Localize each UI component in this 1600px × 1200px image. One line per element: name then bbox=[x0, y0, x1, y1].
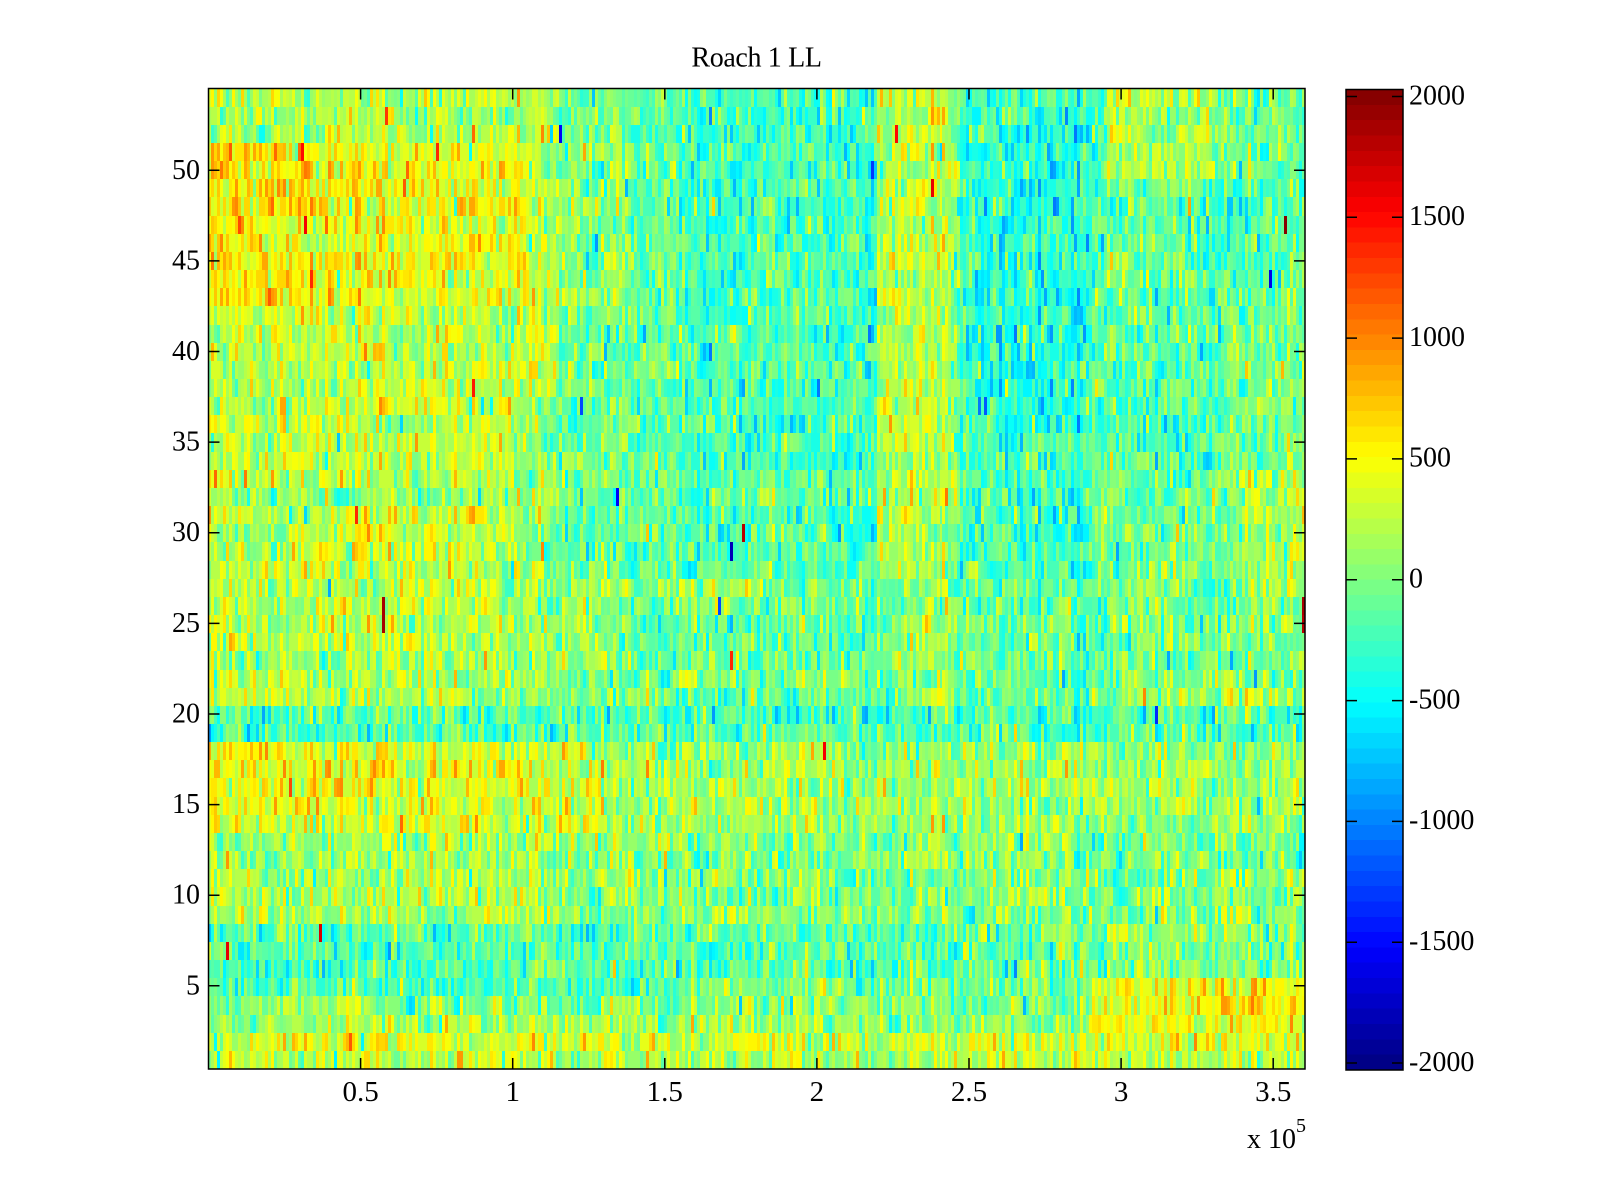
svg-text:15: 15 bbox=[172, 789, 200, 820]
svg-text:50: 50 bbox=[172, 155, 200, 186]
svg-text:3.5: 3.5 bbox=[1255, 1076, 1291, 1108]
svg-text:1.5: 1.5 bbox=[647, 1076, 683, 1108]
svg-text:10: 10 bbox=[172, 880, 200, 911]
svg-text:2: 2 bbox=[810, 1076, 825, 1108]
svg-text:500: 500 bbox=[1409, 443, 1451, 474]
svg-text:1: 1 bbox=[505, 1076, 520, 1108]
svg-text:5: 5 bbox=[186, 970, 200, 1001]
svg-text:-1000: -1000 bbox=[1409, 805, 1474, 836]
svg-text:2.5: 2.5 bbox=[951, 1076, 987, 1108]
svg-text:40: 40 bbox=[172, 336, 200, 367]
svg-text:1500: 1500 bbox=[1409, 201, 1465, 232]
svg-text:-500: -500 bbox=[1409, 684, 1460, 715]
svg-text:0.5: 0.5 bbox=[342, 1076, 378, 1108]
svg-text:1000: 1000 bbox=[1409, 322, 1465, 353]
svg-text:25: 25 bbox=[172, 608, 200, 639]
svg-text:2000: 2000 bbox=[1409, 80, 1465, 111]
svg-text:3: 3 bbox=[1114, 1076, 1129, 1108]
svg-text:30: 30 bbox=[172, 517, 200, 548]
svg-text:35: 35 bbox=[172, 427, 200, 458]
svg-text:45: 45 bbox=[172, 245, 200, 276]
svg-text:0: 0 bbox=[1409, 564, 1423, 595]
svg-text:Roach 1 LL: Roach 1 LL bbox=[691, 43, 821, 74]
svg-text:-2000: -2000 bbox=[1409, 1047, 1474, 1078]
svg-text:-1500: -1500 bbox=[1409, 926, 1474, 957]
svg-text:20: 20 bbox=[172, 699, 200, 730]
